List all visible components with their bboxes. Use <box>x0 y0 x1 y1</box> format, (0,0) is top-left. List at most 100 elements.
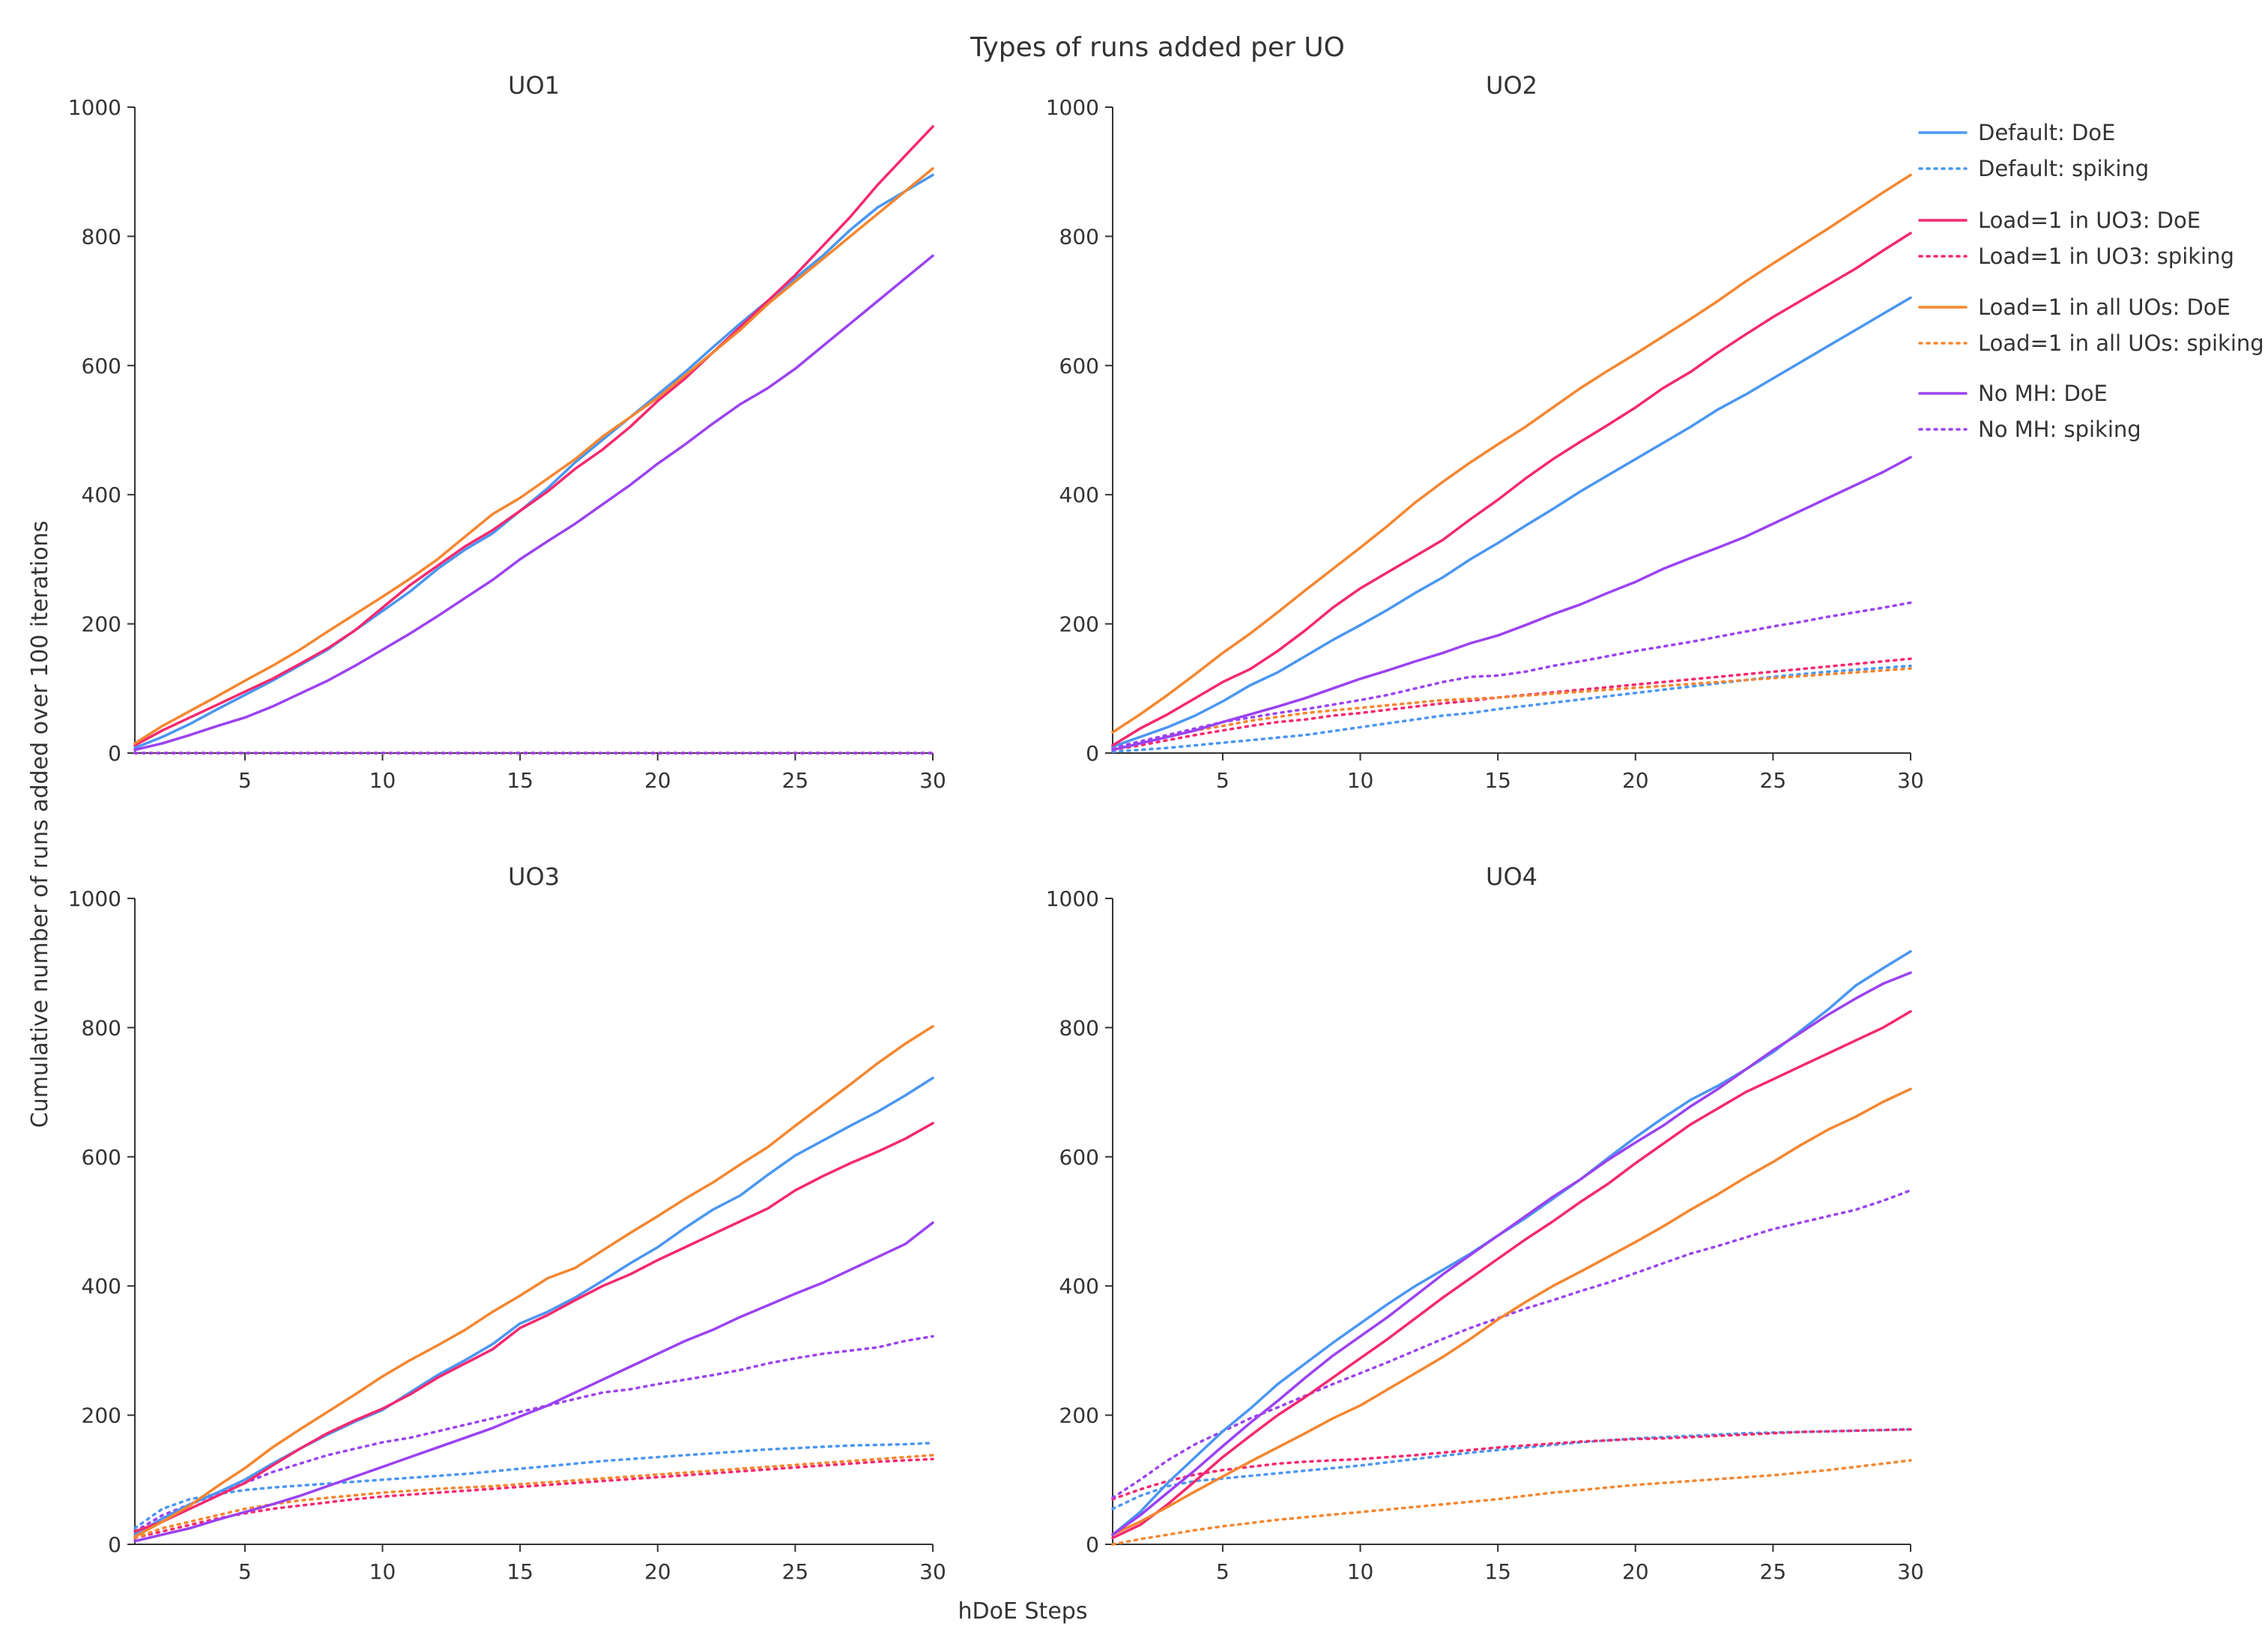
panel-4-y-tick-label: 400 <box>1059 1274 1099 1299</box>
panel-3-x-tick-label: 5 <box>238 1559 252 1584</box>
legend-item-default-doe[interactable]: Default: DoE <box>1918 120 2115 145</box>
panel-4-y-tick-label: 800 <box>1059 1015 1099 1040</box>
panel-3-y-tick-label: 200 <box>82 1403 121 1428</box>
panel-3-y-tick-label: 1000 <box>68 886 121 911</box>
panel-2-series-default-doe <box>1111 296 1912 749</box>
panel-2-y-tick-label: 800 <box>1059 224 1099 249</box>
legend-label: Default: DoE <box>1978 120 2115 145</box>
panel-2-x-tick-label: 10 <box>1347 768 1374 793</box>
panel-1-x-tick-label: 5 <box>238 768 252 793</box>
y-axis-title: Cumulative number of runs added over 100… <box>27 521 53 1128</box>
panel-2-x-tick-label: 5 <box>1216 768 1230 793</box>
panel-4-x-tick-label: 25 <box>1760 1559 1787 1584</box>
panel-4-series-default-spiking <box>1111 1427 1912 1511</box>
panel-2-series-load-1-in-uo3-doe <box>1111 232 1912 747</box>
panel-3-series-no-mh-spiking <box>133 1335 934 1533</box>
legend[interactable]: Default: DoE Default: spiking Load=1 in UO… <box>1918 120 2264 442</box>
panel-2-y-tick-label: 600 <box>1059 354 1099 378</box>
panel-3-series-load-1-in-uo3-doe <box>133 1122 934 1533</box>
legend-label: Load=1 in UO3: spiking <box>1978 244 2234 269</box>
panel-1-series-no-mh-doe <box>133 254 934 752</box>
panel-2-y-tick-label: 0 <box>1086 741 1099 766</box>
panel-3-series-load-1-in-all-uos-doe <box>133 1024 934 1538</box>
panel-4-x-tick-label: 5 <box>1216 1559 1230 1584</box>
legend-label: Load=1 in all UOs: spiking <box>1978 330 2264 356</box>
panel-1-series-default-doe <box>133 173 934 749</box>
panel-1-series-load-1-in-uo3-doe <box>133 125 934 747</box>
panel-3-series-no-mh-doe <box>133 1221 934 1543</box>
panel-3: UO3 0 200 400 600 800 1000 5 10 15 20 25 30 <box>68 862 946 1584</box>
panel-2-series-no-mh-doe <box>1111 456 1912 752</box>
panel-2-x-tick-label: 20 <box>1622 768 1649 793</box>
panel-2-x-tick-label: 30 <box>1897 768 1924 793</box>
panel-4-series-load-1-in-all-uos-doe <box>1111 1087 1912 1536</box>
panel-3-series-default-doe <box>133 1076 934 1536</box>
panel-2-x-tick-label: 15 <box>1484 768 1511 793</box>
panel-4-y-tick-label: 600 <box>1059 1145 1099 1170</box>
panel-3-series-load-1-in-all-uos-spiking <box>133 1454 934 1540</box>
panel-4-x-tick-label: 15 <box>1484 1559 1511 1584</box>
panel-2-title: UO2 <box>1486 71 1537 100</box>
legend-label: Load=1 in UO3: DoE <box>1978 208 2201 233</box>
legend-label: No MH: spiking <box>1978 417 2141 442</box>
panel-1: UO1 0 200 400 600 800 1000 5 10 15 20 25 30 <box>68 71 946 793</box>
legend-label: Load=1 in all UOs: DoE <box>1978 294 2231 320</box>
legend-item-load-1-in-all-uos-doe[interactable]: Load=1 in all UOs: DoE <box>1918 294 2231 320</box>
panel-3-y-tick-label: 0 <box>108 1532 121 1557</box>
panel-3-x-tick-label: 25 <box>782 1559 809 1584</box>
x-axis-title: hDoE Steps <box>958 1598 1088 1625</box>
panel-1-x-tick-label: 20 <box>644 768 671 793</box>
panel-1-x-tick-label: 10 <box>369 768 396 793</box>
legend-item-load-1-in-uo3-doe[interactable]: Load=1 in UO3: DoE <box>1918 208 2201 233</box>
panel-1-x-tick-label: 25 <box>782 768 809 793</box>
panel-3-y-tick-label: 600 <box>82 1145 121 1170</box>
panel-1-y-tick-label: 600 <box>82 354 121 378</box>
panel-4-y-tick-label: 1000 <box>1046 886 1099 911</box>
panel-2-series-default-spiking <box>1111 664 1912 754</box>
panel-4-x-tick-label: 10 <box>1347 1559 1374 1584</box>
legend-item-default-spiking[interactable]: Default: spiking <box>1918 156 2149 181</box>
panel-4-x-tick-label: 20 <box>1622 1559 1649 1584</box>
panel-4-series-load-1-in-uo3-spiking <box>1111 1427 1912 1501</box>
legend-item-load-1-in-all-uos-spiking[interactable]: Load=1 in all UOs: spiking <box>1918 330 2264 356</box>
figure-title: Types of runs added per UO <box>970 32 1345 63</box>
panel-1-x-tick-label: 30 <box>919 768 946 793</box>
legend-item-load-1-in-uo3-spiking[interactable]: Load=1 in UO3: spiking <box>1918 244 2234 269</box>
panel-4-x-tick-label: 30 <box>1897 1559 1924 1584</box>
panel-1-y-tick-label: 200 <box>82 612 121 637</box>
panel-2-series-load-1-in-uo3-spiking <box>1111 657 1912 752</box>
panel-1-y-tick-label: 800 <box>82 224 121 249</box>
panel-1-y-tick-label: 1000 <box>68 95 121 120</box>
panel-2-x-tick-label: 25 <box>1760 768 1787 793</box>
panel-3-x-tick-label: 20 <box>644 1559 671 1584</box>
panel-1-series-load-1-in-all-uos-doe <box>133 167 934 745</box>
panel-1-title: UO1 <box>508 71 560 100</box>
panel-4-y-tick-label: 200 <box>1059 1403 1099 1428</box>
panel-4: UO4 0 200 400 600 800 1000 5 10 15 20 25 30 <box>1046 862 1924 1584</box>
panel-3-x-tick-label: 30 <box>919 1559 946 1584</box>
panel-3-y-tick-label: 800 <box>82 1015 121 1040</box>
panel-3-x-tick-label: 10 <box>369 1559 396 1584</box>
panel-4-series-no-mh-doe <box>1111 971 1912 1536</box>
panel-2-series-load-1-in-all-uos-spiking <box>1111 667 1912 752</box>
legend-item-no-mh-spiking[interactable]: No MH: spiking <box>1918 417 2141 442</box>
panel-4-series-no-mh-spiking <box>1111 1188 1912 1499</box>
panel-1-y-tick-label: 0 <box>108 741 121 766</box>
panel-2-y-tick-label: 1000 <box>1046 95 1099 120</box>
panel-3-title: UO3 <box>508 862 560 891</box>
panel-2-y-tick-label: 200 <box>1059 612 1099 637</box>
panel-1-y-tick-label: 400 <box>82 483 121 507</box>
panel-3-x-tick-label: 15 <box>506 1559 533 1584</box>
panel-3-series-default-spiking <box>133 1441 934 1530</box>
panel-4-series-load-1-in-uo3-doe <box>1111 1010 1912 1540</box>
panel-4-series-load-1-in-all-uos-spiking <box>1111 1459 1912 1546</box>
panel-3-series-load-1-in-uo3-spiking <box>133 1457 934 1540</box>
panel-4-y-tick-label: 0 <box>1086 1532 1099 1557</box>
legend-item-no-mh-doe[interactable]: No MH: DoE <box>1918 381 2108 406</box>
panel-3-y-tick-label: 400 <box>82 1274 121 1299</box>
panel-2: UO2 0 200 400 600 800 1000 5 10 15 20 25 30 <box>1046 71 1924 793</box>
panel-2-series-load-1-in-all-uos-doe <box>1111 173 1912 734</box>
panel-1-x-tick-label: 15 <box>506 768 533 793</box>
